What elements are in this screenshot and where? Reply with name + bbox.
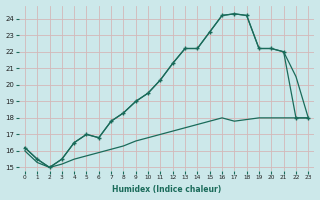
X-axis label: Humidex (Indice chaleur): Humidex (Indice chaleur) bbox=[112, 185, 221, 194]
